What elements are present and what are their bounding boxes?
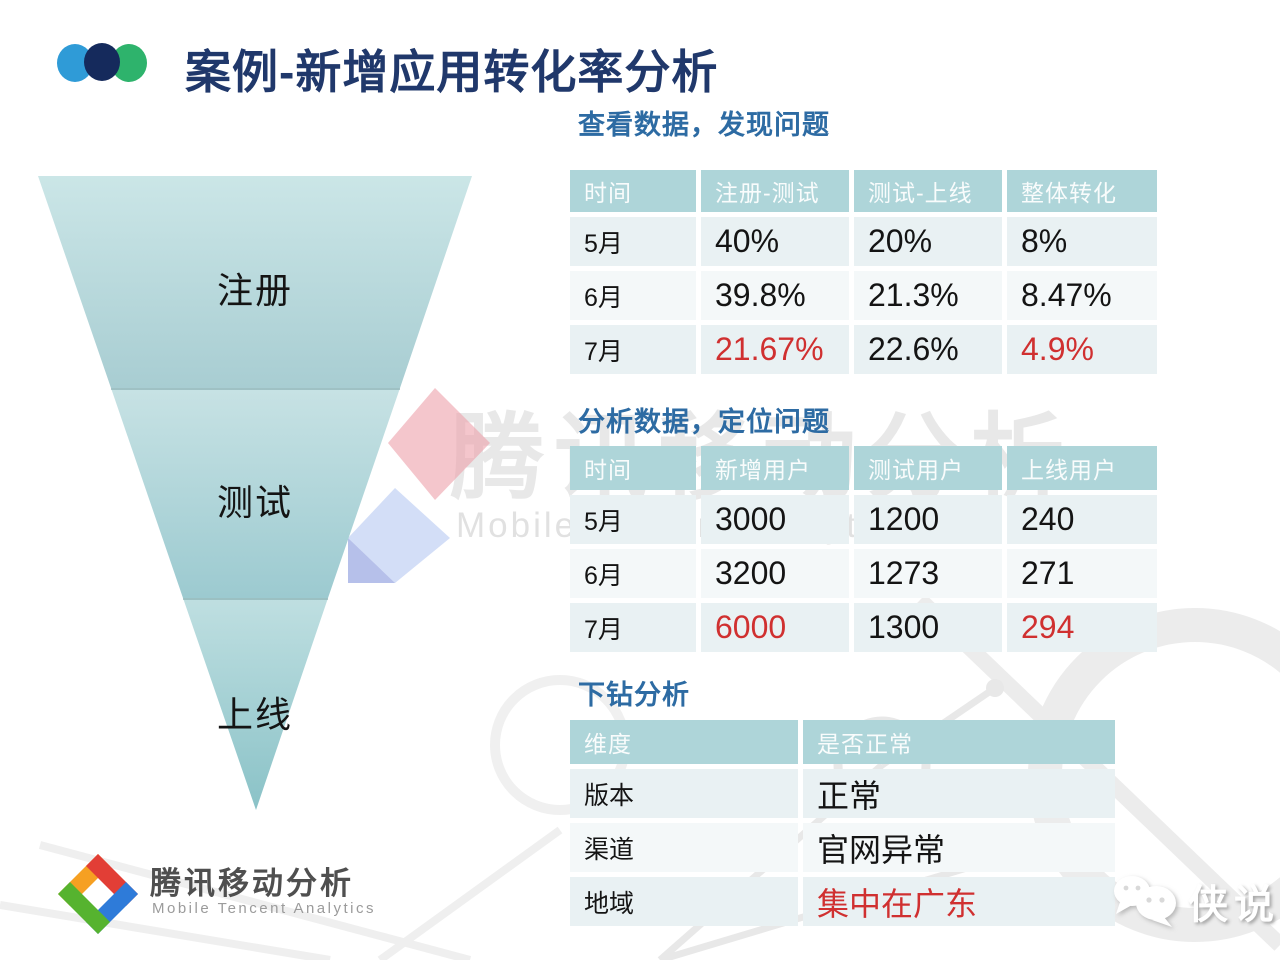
section-title-drilldown: 下钻分析 <box>578 680 690 710</box>
brand-watermark-logo <box>348 388 490 583</box>
table-cell: 21.3% <box>854 271 1002 320</box>
table-cell: 6月 <box>570 271 696 320</box>
table-header-cell: 测试-上线 <box>854 170 1002 212</box>
table-cell-highlighted: 4.9% <box>1007 325 1157 374</box>
table-cell: 1273 <box>854 549 1002 598</box>
table-cell: 渠道 <box>570 823 798 872</box>
table-header-cell: 维度 <box>570 720 798 764</box>
wechat-bubbles-icon <box>1114 876 1176 927</box>
table-cell: 8.47% <box>1007 271 1157 320</box>
funnel-stage-online-shape <box>183 598 328 810</box>
table-cell: 版本 <box>570 769 798 818</box>
table-cell: 40% <box>701 217 849 266</box>
footer-brand-name-cn: 腾讯移动分析 <box>150 866 354 901</box>
table-cell: 3200 <box>701 549 849 598</box>
table-cell: 240 <box>1007 495 1157 544</box>
funnel-label-test: 测试 <box>216 482 293 523</box>
title-bullet-dots <box>57 43 149 83</box>
table-cell-highlighted: 集中在广东 <box>803 877 1115 926</box>
table-cell: 5月 <box>570 217 696 266</box>
table-cell: 1200 <box>854 495 1002 544</box>
table-header-cell: 上线用户 <box>1007 446 1157 490</box>
table-cell: 39.8% <box>701 271 849 320</box>
table-cell: 官网异常 <box>803 823 1115 872</box>
table-cell: 8% <box>1007 217 1157 266</box>
table-header-cell: 时间 <box>570 446 696 490</box>
funnel-stage-register-shape <box>38 176 472 388</box>
table-header-cell: 时间 <box>570 170 696 212</box>
table-cell: 6月 <box>570 549 696 598</box>
conversion-rate-table: 时间 注册-测试 测试-上线 整体转化 5月 40% 20% 8% 6月 39.… <box>570 170 1157 374</box>
table-cell: 1300 <box>854 603 1002 652</box>
table-cell: 5月 <box>570 495 696 544</box>
funnel-stage-test-shape <box>111 388 400 598</box>
page-title: 案例-新增应用转化率分析 <box>185 46 719 98</box>
drilldown-table: 维度 是否正常 版本 正常 渠道 官网异常 地域 集中在广东 <box>570 720 1115 926</box>
table-cell: 3000 <box>701 495 849 544</box>
table-header-cell: 是否正常 <box>803 720 1115 764</box>
table-cell: 正常 <box>803 769 1115 818</box>
funnel-label-online: 上线 <box>216 694 293 735</box>
table-cell: 7月 <box>570 603 696 652</box>
table-cell: 7月 <box>570 325 696 374</box>
funnel-diagram <box>38 176 472 810</box>
table-cell-highlighted: 294 <box>1007 603 1157 652</box>
table-header-cell: 新增用户 <box>701 446 849 490</box>
tencent-mta-logo-icon <box>58 854 138 934</box>
table-cell: 20% <box>854 217 1002 266</box>
user-counts-table: 时间 新增用户 测试用户 上线用户 5月 3000 1200 240 6月 32… <box>570 446 1157 652</box>
table-header-cell: 测试用户 <box>854 446 1002 490</box>
funnel-label-register: 注册 <box>216 270 293 311</box>
table-cell-highlighted: 6000 <box>701 603 849 652</box>
table-cell-highlighted: 21.67% <box>701 325 849 374</box>
table-cell: 271 <box>1007 549 1157 598</box>
table-header-cell: 整体转化 <box>1007 170 1157 212</box>
dot-navy-icon <box>84 43 120 81</box>
table-cell: 22.6% <box>854 325 1002 374</box>
section-title-analyze-data: 分析数据，定位问题 <box>578 407 830 437</box>
channel-badge: 侠说 <box>1112 872 1280 930</box>
channel-badge-text: 侠说 <box>1188 883 1280 927</box>
footer-brand-name-en: Mobile Tencent Analytics <box>152 900 376 917</box>
section-title-view-data: 查看数据，发现问题 <box>578 110 830 140</box>
table-cell: 地域 <box>570 877 798 926</box>
table-header-cell: 注册-测试 <box>701 170 849 212</box>
